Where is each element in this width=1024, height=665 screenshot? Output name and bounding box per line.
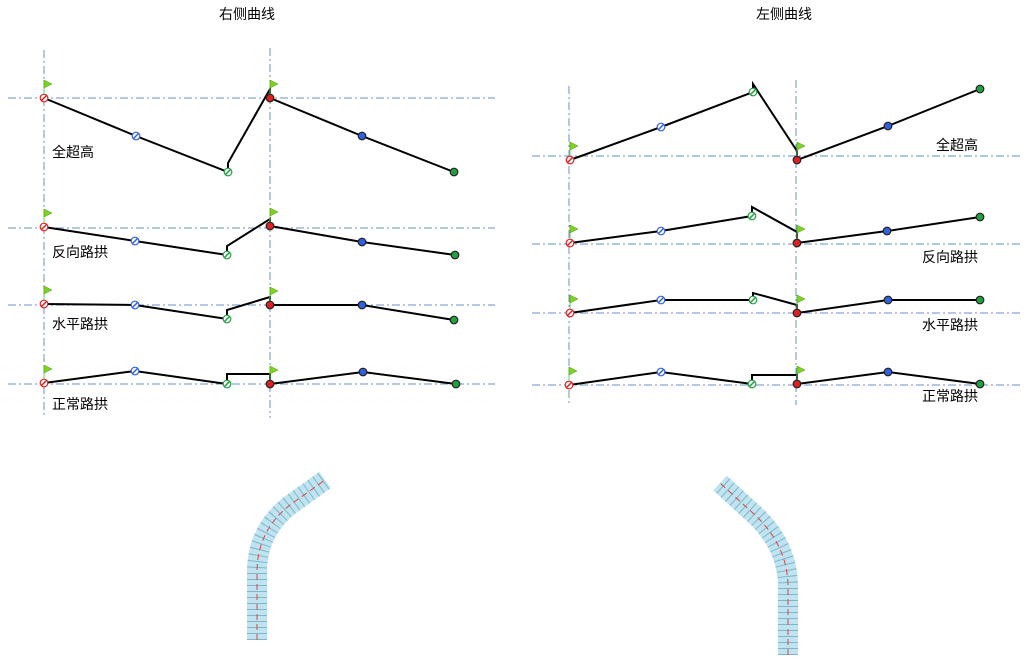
control-point-hatch [223, 315, 231, 323]
control-point-hatch [131, 237, 139, 245]
control-point [265, 300, 275, 310]
control-point-hatch [131, 301, 139, 309]
control-point-hatch [131, 367, 139, 375]
flag [796, 224, 806, 234]
row-label: 水平路拱 [922, 318, 978, 334]
cross-slope-profile [43, 295, 455, 321]
control-point [975, 212, 985, 222]
row-label: 反向路拱 [922, 250, 978, 266]
flag [269, 365, 279, 375]
control-point-hatch [657, 227, 665, 235]
control-point-hatch [132, 132, 140, 140]
road-plan-right [247, 471, 331, 640]
flag [568, 366, 578, 376]
control-point-hatch [566, 239, 574, 247]
flag [569, 141, 579, 151]
control-point [883, 121, 893, 131]
control-point-hatch [748, 380, 756, 388]
control-point [358, 367, 368, 377]
control-point [449, 315, 459, 325]
cross-slope-profile [43, 217, 456, 257]
control-point-hatch [40, 94, 48, 102]
control-point-hatch [223, 380, 231, 388]
control-point [883, 295, 893, 305]
flag [43, 79, 53, 89]
control-point [357, 131, 367, 141]
cross-slope-profile [569, 291, 980, 315]
control-point [975, 295, 985, 305]
row-label: 正常路拱 [922, 389, 978, 405]
cross-slope-profile [569, 205, 981, 245]
control-point [449, 167, 459, 177]
control-point-hatch [749, 296, 757, 304]
control-point-hatch [566, 156, 574, 164]
control-point [882, 226, 892, 236]
control-point [975, 84, 985, 94]
control-point [451, 379, 461, 389]
control-point-hatch [566, 309, 574, 317]
flag [269, 286, 279, 296]
control-point [265, 379, 275, 389]
cross-slope-profile [568, 370, 981, 386]
control-point-hatch [749, 88, 757, 96]
control-point-hatch [40, 223, 48, 231]
flag [569, 224, 579, 234]
control-point-hatch [223, 251, 231, 259]
flag [796, 365, 806, 375]
control-point [883, 367, 893, 377]
control-point [265, 93, 275, 103]
panel-title: 左侧曲线 [756, 7, 812, 23]
control-point-hatch [40, 379, 48, 387]
control-point [792, 308, 802, 318]
control-point-hatch [657, 123, 665, 131]
control-point-hatch [224, 168, 232, 176]
row-label: 全超高 [52, 144, 94, 161]
flag [569, 294, 579, 304]
row-label: 全超高 [936, 137, 978, 154]
control-point [450, 250, 460, 260]
control-point-hatch [748, 212, 756, 220]
control-point-hatch [565, 381, 573, 389]
row-label: 水平路拱 [52, 317, 108, 333]
cross-slope-profile [43, 85, 455, 174]
row-label: 反向路拱 [52, 245, 108, 261]
cross-slope-profile [569, 80, 981, 162]
flag [796, 294, 806, 304]
flag [43, 364, 53, 374]
control-point-hatch [657, 368, 665, 376]
control-point [792, 155, 802, 165]
row-label: 正常路拱 [52, 397, 108, 413]
control-point [975, 379, 985, 389]
control-point [265, 221, 275, 231]
control-point [792, 379, 802, 389]
control-point [792, 238, 802, 248]
flag [43, 208, 53, 218]
road-plan-left [713, 475, 798, 655]
cross-slope-profile [43, 369, 457, 386]
flag [796, 141, 806, 151]
control-point [357, 237, 367, 247]
flag [269, 79, 279, 89]
panel-title: 右侧曲线 [219, 7, 275, 23]
control-point-hatch [40, 300, 48, 308]
flag [43, 285, 53, 295]
flag [269, 207, 279, 217]
control-point-hatch [657, 296, 665, 304]
control-point [357, 300, 367, 310]
